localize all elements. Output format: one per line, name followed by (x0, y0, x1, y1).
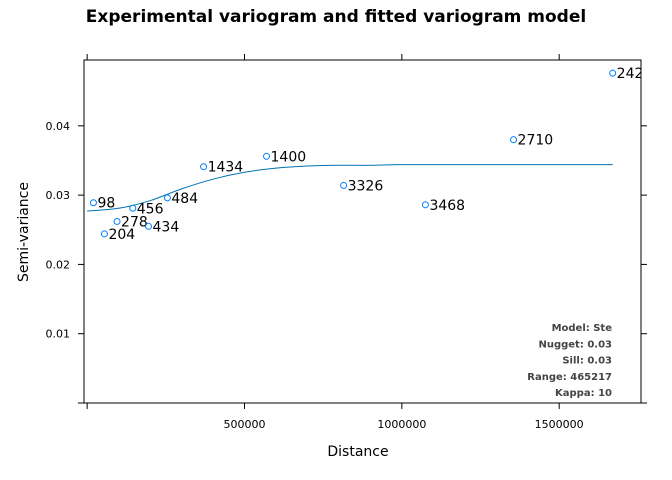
x-tick-label: 500000 (223, 418, 265, 431)
model-info-line: Nugget: 0.03 (538, 339, 612, 350)
point-count-label: 1434 (208, 160, 244, 176)
fitted-model-line (87, 164, 613, 212)
point-count-label: 434 (153, 219, 180, 235)
x-axis-label: Distance (327, 444, 388, 460)
y-axis-label: Semi-variance (16, 182, 32, 282)
axis-ticks: 500000 1000000 1500000 0.01 0.02 0.03 0.04 (46, 54, 647, 431)
variogram-point (200, 163, 208, 171)
y-tick-label: 0.01 (46, 328, 71, 341)
point-count-label: 242 (617, 66, 644, 82)
x-tick-label: 1000000 (377, 418, 426, 431)
variogram-point (263, 152, 271, 160)
plot-frame (83, 59, 642, 404)
y-tick-label: 0.03 (46, 189, 71, 202)
model-info-line: Model: Ste (552, 323, 613, 334)
model-info-line: Kappa: 10 (555, 388, 612, 399)
model-info: Model: Ste Nugget: 0.03 Sill: 0.03 Range: 4… (527, 323, 612, 399)
variogram-point (609, 69, 617, 77)
fitted-variogram-model (87, 164, 613, 212)
variogram-point (510, 136, 518, 144)
point-count-label: 278 (121, 214, 148, 230)
chart-title: Experimental variogram and fitted variog… (86, 7, 586, 27)
model-info-line: Range: 465217 (527, 372, 612, 383)
point-count-label: 2710 (518, 133, 554, 149)
point-count-label: 1400 (271, 149, 307, 165)
variogram-point (145, 222, 153, 230)
point-count-label: 3326 (348, 178, 384, 194)
variogram-point (340, 181, 348, 189)
x-tick-label: 1500000 (535, 418, 584, 431)
variogram-point (163, 194, 171, 202)
point-count-label: 3468 (429, 198, 465, 214)
variogram-point (421, 201, 429, 209)
point-count-label: 484 (171, 191, 198, 207)
model-info-line: Sill: 0.03 (562, 356, 612, 367)
point-count-label: 456 (137, 201, 164, 217)
variogram-point (129, 204, 137, 212)
variogram-point (100, 230, 108, 238)
point-count-label: 204 (108, 227, 135, 243)
variogram-point (89, 199, 97, 207)
y-tick-label: 0.04 (46, 120, 71, 133)
point-count-label: 98 (97, 196, 115, 212)
variogram-point (113, 217, 121, 225)
y-tick-label: 0.02 (46, 258, 71, 271)
